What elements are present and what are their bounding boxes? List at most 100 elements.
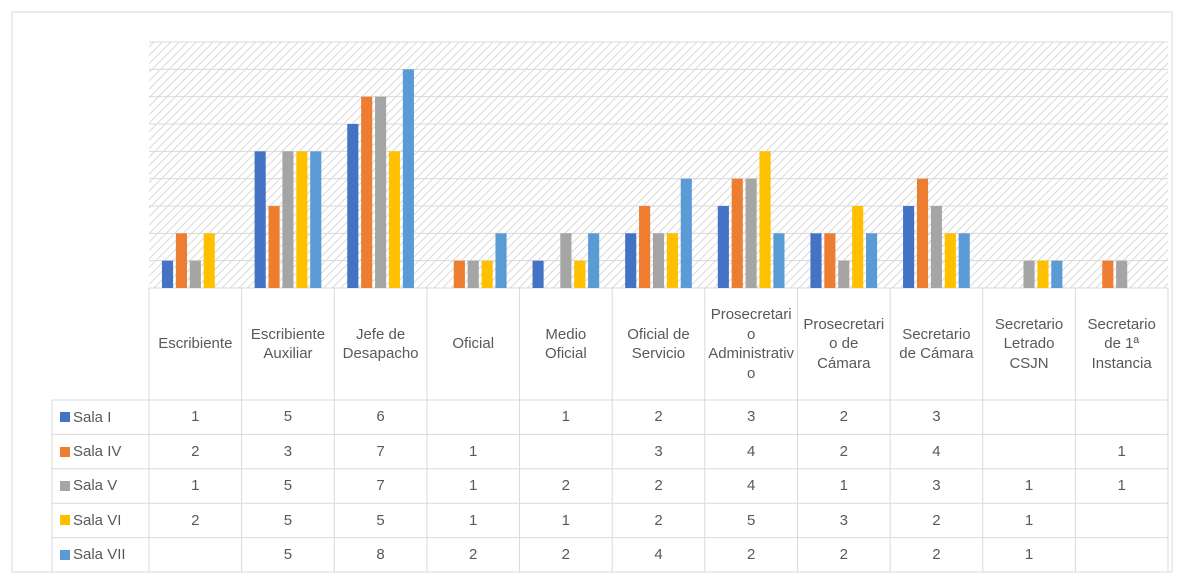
legend-entry: Sala VI xyxy=(52,503,149,537)
table-value: 2 xyxy=(654,477,663,495)
bar xyxy=(1023,260,1035,288)
table-value: 5 xyxy=(376,511,385,529)
legend-label: Sala V xyxy=(73,477,118,495)
table-value: 2 xyxy=(839,546,848,564)
legend-label: Sala I xyxy=(73,408,112,426)
table-value: 1 xyxy=(469,477,478,495)
table-value: 2 xyxy=(932,546,941,564)
bar xyxy=(402,69,414,288)
bar xyxy=(361,96,373,289)
bar xyxy=(1037,260,1049,288)
table-value: 3 xyxy=(932,408,941,426)
legend-label: Sala VII xyxy=(73,546,126,564)
bar xyxy=(310,151,322,288)
bar xyxy=(296,151,308,288)
table-value: 1 xyxy=(561,511,571,529)
bar xyxy=(588,233,600,288)
bar xyxy=(810,233,822,288)
bar xyxy=(388,151,401,288)
table-value: 3 xyxy=(654,442,663,460)
category-label: Medio Oficial xyxy=(545,325,587,363)
table-value: 1 xyxy=(191,408,200,426)
table-value: 5 xyxy=(283,546,293,564)
bar xyxy=(903,206,915,288)
legend-key xyxy=(60,515,70,526)
table-value: 1 xyxy=(191,477,200,495)
category-label: Oficial xyxy=(452,335,495,353)
bar xyxy=(347,124,359,288)
bar xyxy=(958,233,970,288)
bar xyxy=(560,233,572,288)
category-label: Secretario de Cámara xyxy=(899,325,974,363)
table-value: 8 xyxy=(376,546,385,564)
bar xyxy=(866,233,878,288)
legend-key xyxy=(60,446,70,457)
legend-label: Sala IV xyxy=(73,443,122,461)
table-value: 2 xyxy=(746,546,756,564)
table-value: 2 xyxy=(839,442,848,460)
bar xyxy=(916,178,929,288)
bar xyxy=(161,260,174,288)
bar xyxy=(944,233,956,288)
table-value: 2 xyxy=(654,511,663,529)
table-value: 1 xyxy=(1117,442,1126,460)
legend-key xyxy=(60,480,70,491)
table-value: 3 xyxy=(932,477,941,495)
table-value: 2 xyxy=(839,408,848,426)
bar xyxy=(625,233,637,288)
bar xyxy=(680,178,692,288)
table-value: 5 xyxy=(283,511,293,529)
table-value: 1 xyxy=(1024,477,1034,495)
table-value: 2 xyxy=(191,442,200,460)
bar xyxy=(930,206,942,288)
bar xyxy=(1051,260,1063,288)
bar xyxy=(1116,260,1128,288)
legend-entry: Sala I xyxy=(52,400,149,434)
table-value: 2 xyxy=(561,477,571,495)
legend-key xyxy=(60,412,70,423)
table-value: 3 xyxy=(839,511,848,529)
legend-entry: Sala VII xyxy=(52,538,149,572)
bar xyxy=(175,233,187,288)
bar xyxy=(717,206,729,288)
table-value: 1 xyxy=(1117,477,1126,495)
table-value: 1 xyxy=(1024,546,1034,564)
category-label: Secretario Letrado CSJN xyxy=(994,315,1064,372)
category-label: Oficial de Servicio xyxy=(627,325,690,363)
bar xyxy=(852,206,864,288)
bar xyxy=(639,206,651,288)
table-value: 3 xyxy=(746,408,756,426)
bar xyxy=(574,260,586,288)
table-value: 4 xyxy=(932,442,941,460)
table-value: 2 xyxy=(654,408,663,426)
table-value: 2 xyxy=(932,511,941,529)
bar xyxy=(203,233,215,288)
legend-entry: Sala IV xyxy=(52,434,149,468)
legend-entry: Sala V xyxy=(52,469,149,503)
bar xyxy=(532,260,544,288)
table-value: 7 xyxy=(376,442,385,460)
table-value: 4 xyxy=(746,477,756,495)
bar xyxy=(838,260,850,288)
table-value: 2 xyxy=(469,546,478,564)
bar xyxy=(652,233,665,288)
category-label: Escribiente xyxy=(158,335,233,353)
legend-label: Sala VI xyxy=(73,511,122,529)
table-value: 7 xyxy=(376,477,385,495)
table-value: 5 xyxy=(283,408,293,426)
table-value: 3 xyxy=(283,442,293,460)
category-label: Jefe de Desapacho xyxy=(342,325,419,363)
bar xyxy=(745,178,757,288)
category-label: Secretario de 1ª Instancia xyxy=(1087,315,1156,372)
bar xyxy=(467,260,479,288)
bar xyxy=(1102,260,1114,288)
bar xyxy=(759,151,771,288)
legend-key xyxy=(60,549,70,560)
table-value: 1 xyxy=(469,511,478,529)
bar xyxy=(453,260,465,288)
table-value: 4 xyxy=(746,442,756,460)
table-value: 1 xyxy=(1024,511,1034,529)
bar xyxy=(495,233,507,288)
